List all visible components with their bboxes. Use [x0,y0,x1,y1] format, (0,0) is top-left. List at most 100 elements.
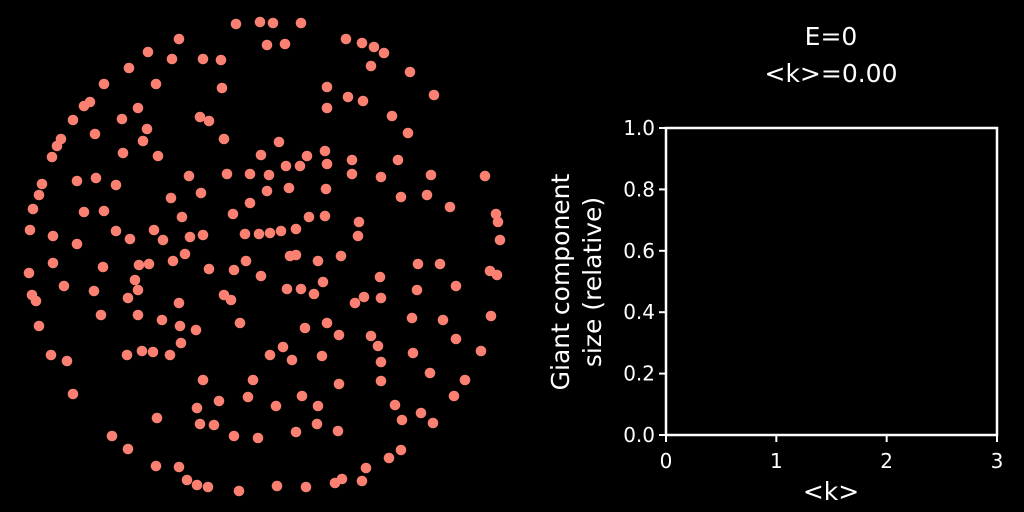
network-node [450,333,462,345]
network-node [372,340,384,352]
network-node [264,227,276,239]
network-node [167,255,179,267]
network-node [208,419,220,431]
network-node [97,261,109,273]
network-node [181,474,193,486]
network-node [281,283,293,295]
network-node [411,284,423,296]
y-tick-label: 0.6 [623,239,655,263]
y-tick-label: 0.4 [623,300,655,324]
network-node [277,341,289,353]
network-node [244,197,256,209]
network-node [386,110,398,122]
network-node [218,133,230,145]
x-tick-label: 3 [991,449,1004,473]
network-node [319,145,331,157]
network-node [264,349,276,361]
network-node [45,349,57,361]
network-node [254,16,266,28]
network-node [46,151,58,163]
chart-title-line-1: E=0 [805,22,858,51]
chart-title-line-2: <k>=0.00 [765,59,898,88]
network-node [136,345,148,357]
title-block: E=0 <k>=0.00 [765,22,898,88]
network-node [321,317,333,329]
network-node [197,229,209,241]
network-node [346,154,358,166]
network-node [485,310,497,322]
network-node [78,100,90,112]
network-node [242,391,254,403]
network-node [98,78,110,90]
network-node [98,205,110,217]
network-node [194,111,206,123]
network-node [184,231,196,243]
network-node [71,175,83,187]
network-node [263,169,275,181]
network-node [332,425,344,437]
network-node [255,270,267,282]
network-node [255,149,267,161]
network-node [228,264,240,276]
network-node [121,349,133,361]
y-tick-label: 0.8 [623,177,655,201]
network-node [89,128,101,140]
network-node [173,461,185,473]
network-node [123,62,135,74]
network-node [491,269,503,281]
network-node [321,102,333,114]
network-node [117,147,129,159]
network-node [375,356,387,368]
network-node [174,320,186,332]
network-node [244,168,256,180]
network-node [333,378,345,390]
network-node [24,224,36,236]
network-graph [23,16,506,497]
network-node [357,95,369,107]
x-tick-label: 1 [770,449,783,473]
network-node [308,288,320,300]
network-node [67,388,79,400]
network-node [33,320,45,332]
network-node [230,18,242,30]
y-axis-ticks: 0.0 0.2 0.4 0.6 0.8 1.0 [623,116,666,447]
network-node [321,158,333,170]
network-node [375,292,387,304]
network-node [407,347,419,359]
network-node [294,160,306,172]
network-node [283,182,295,194]
network-node [404,66,416,78]
network-node [132,284,144,296]
network-node [378,47,390,59]
network-node [110,179,122,191]
network-node [88,285,100,297]
y-tick-label: 1.0 [623,116,655,140]
y-tick-label: 0.2 [623,362,655,386]
network-node [142,46,154,58]
network-node [271,480,283,492]
network-node [335,250,347,262]
network-node [349,297,361,309]
network-node [240,255,252,267]
network-node [421,189,433,201]
network-node [342,91,354,103]
network-node [340,33,352,45]
network-node [27,203,39,215]
network-node [365,330,377,342]
network-node [179,248,191,260]
network-node [312,255,324,267]
network-node [365,60,377,72]
x-axis-ticks: 0 1 2 3 [660,435,1004,473]
network-node [157,234,169,246]
network-node [296,390,308,402]
network-node [301,150,313,162]
network-node [299,322,311,334]
network-node [316,350,328,362]
network-node [300,481,312,493]
network-node [216,82,228,94]
network-node [203,115,215,127]
network-node [141,123,153,135]
network-node [261,185,273,197]
network-node [475,345,487,357]
network-node [23,267,35,279]
